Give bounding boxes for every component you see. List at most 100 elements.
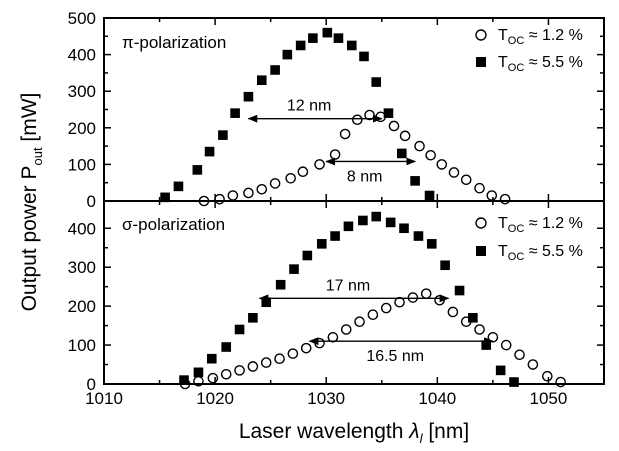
data-point-open-circle (460, 174, 472, 186)
data-point-open-circle (227, 190, 239, 201)
data-point-filled-square (371, 77, 382, 87)
data-point-filled-square (243, 91, 254, 102)
y-tick-label: 100 (68, 336, 96, 355)
data-point-filled-square (468, 313, 478, 323)
width-annotation-label: 17 nm (326, 277, 370, 294)
data-point-open-circle (243, 187, 254, 199)
data-point-open-circle (542, 370, 553, 382)
data-point-open-circle (436, 159, 448, 170)
bottom-panel-annotations: 17 nm 16.5 nm (258, 277, 494, 365)
data-point-open-circle (499, 193, 511, 205)
data-point-open-circle (329, 149, 341, 160)
data-point-open-circle (420, 288, 432, 299)
data-point-filled-square (302, 250, 313, 261)
top-panel-data-marks (160, 27, 511, 207)
bottom-panel-legend: TOC ≈ 1.2 % TOC ≈ 5.5 % (475, 215, 583, 263)
y-tick-label: 0 (87, 375, 96, 394)
y-tick-label: 100 (68, 155, 96, 174)
top-panel-title: π-polarization (122, 33, 226, 52)
data-point-filled-square (308, 33, 318, 43)
legend-entry-label: TOC ≈ 5.5 % (498, 243, 583, 263)
top-panel-legend: TOC ≈ 1.2 % TOC ≈ 5.5 % (475, 27, 583, 74)
data-point-filled-square (192, 165, 203, 175)
data-point-open-circle (367, 309, 379, 320)
data-point-open-circle (297, 166, 309, 178)
data-point-filled-square (160, 192, 170, 203)
data-point-filled-square (204, 146, 215, 157)
data-point-filled-square (275, 279, 286, 290)
data-point-filled-square (193, 367, 204, 378)
x-axis-label: Laser wavelength λl [nm] (239, 420, 469, 446)
data-point-open-circle (214, 193, 225, 205)
data-point-open-circle (287, 348, 299, 359)
data-point-filled-square (333, 33, 344, 43)
y-tick-label: 200 (68, 297, 96, 316)
data-point-open-circle (447, 306, 459, 318)
data-point-open-circle (380, 302, 392, 314)
data-point-filled-square (413, 231, 424, 241)
legend-marker-open-circle (475, 29, 487, 41)
data-point-filled-square (358, 215, 368, 226)
bottom-panel-frame (103, 200, 605, 385)
y-tick-label: 500 (68, 9, 96, 28)
data-point-open-circle (399, 130, 411, 142)
data-point-filled-square (270, 65, 280, 75)
y-tick-label: 300 (68, 258, 96, 277)
data-point-open-circle (269, 178, 281, 189)
data-point-open-circle (388, 120, 400, 132)
data-point-filled-square (426, 239, 437, 249)
data-point-open-circle (314, 159, 325, 170)
top-panel: 12 nm 8 nm 0 100 200 300 400 500 π-polarizatio… (68, 9, 605, 211)
legend-marker-filled-square (476, 57, 486, 67)
data-point-open-circle (354, 316, 365, 328)
x-tick-label: 1040 (418, 389, 456, 408)
data-point-open-circle (234, 365, 245, 376)
bottom-panel-ticks: 0 100 200 300 400 1010 1020 1030 1040 1050 (68, 201, 605, 408)
data-point-open-circle (425, 149, 436, 161)
data-point-open-circle (486, 190, 498, 201)
data-point-open-circle (414, 140, 425, 152)
y-tick-label: 0 (87, 192, 96, 211)
x-tick-label: 1030 (307, 389, 345, 408)
data-point-open-circle (314, 337, 325, 349)
data-point-open-circle (207, 372, 219, 384)
data-point-filled-square (295, 40, 306, 51)
x-tick-label: 1050 (530, 389, 568, 408)
y-tick-label: 400 (68, 46, 96, 65)
data-point-filled-square (256, 75, 267, 86)
data-point-open-circle (407, 292, 419, 303)
data-point-filled-square (179, 375, 189, 385)
data-point-filled-square (399, 223, 409, 234)
legend-marker-open-circle (475, 217, 487, 229)
data-point-filled-square (221, 342, 232, 352)
data-point-open-circle (256, 183, 268, 195)
data-point-filled-square (440, 260, 450, 271)
y-axis-label: Output power Pout [mW] (18, 93, 45, 312)
data-point-open-circle (474, 182, 485, 194)
data-point-filled-square (359, 51, 369, 62)
legend-entry-label: TOC ≈ 1.2 % (498, 27, 583, 47)
data-point-filled-square (509, 377, 519, 387)
data-point-open-circle (339, 128, 351, 140)
data-point-filled-square (289, 264, 299, 274)
data-point-filled-square (424, 190, 435, 201)
data-point-filled-square (206, 353, 217, 364)
data-point-filled-square (316, 239, 327, 249)
top-panel-annotations: 12 nm 8 nm (247, 98, 417, 185)
legend-marker-filled-square (476, 246, 486, 256)
data-point-open-circle (434, 294, 445, 306)
y-tick-label: 200 (68, 119, 96, 138)
data-point-open-circle (220, 368, 232, 380)
data-point-open-circle (247, 361, 259, 372)
bottom-panel-title: σ-polarization (122, 215, 225, 234)
data-point-filled-square (410, 176, 420, 186)
data-point-open-circle (260, 357, 272, 368)
data-point-filled-square (396, 148, 407, 159)
data-point-open-circle (500, 339, 512, 351)
legend-entry-label: TOC ≈ 1.2 % (498, 215, 583, 235)
data-point-filled-square (248, 313, 258, 323)
data-point-filled-square (234, 324, 245, 335)
data-point-open-circle (300, 342, 312, 354)
x-tick-label: 1010 (85, 389, 123, 408)
